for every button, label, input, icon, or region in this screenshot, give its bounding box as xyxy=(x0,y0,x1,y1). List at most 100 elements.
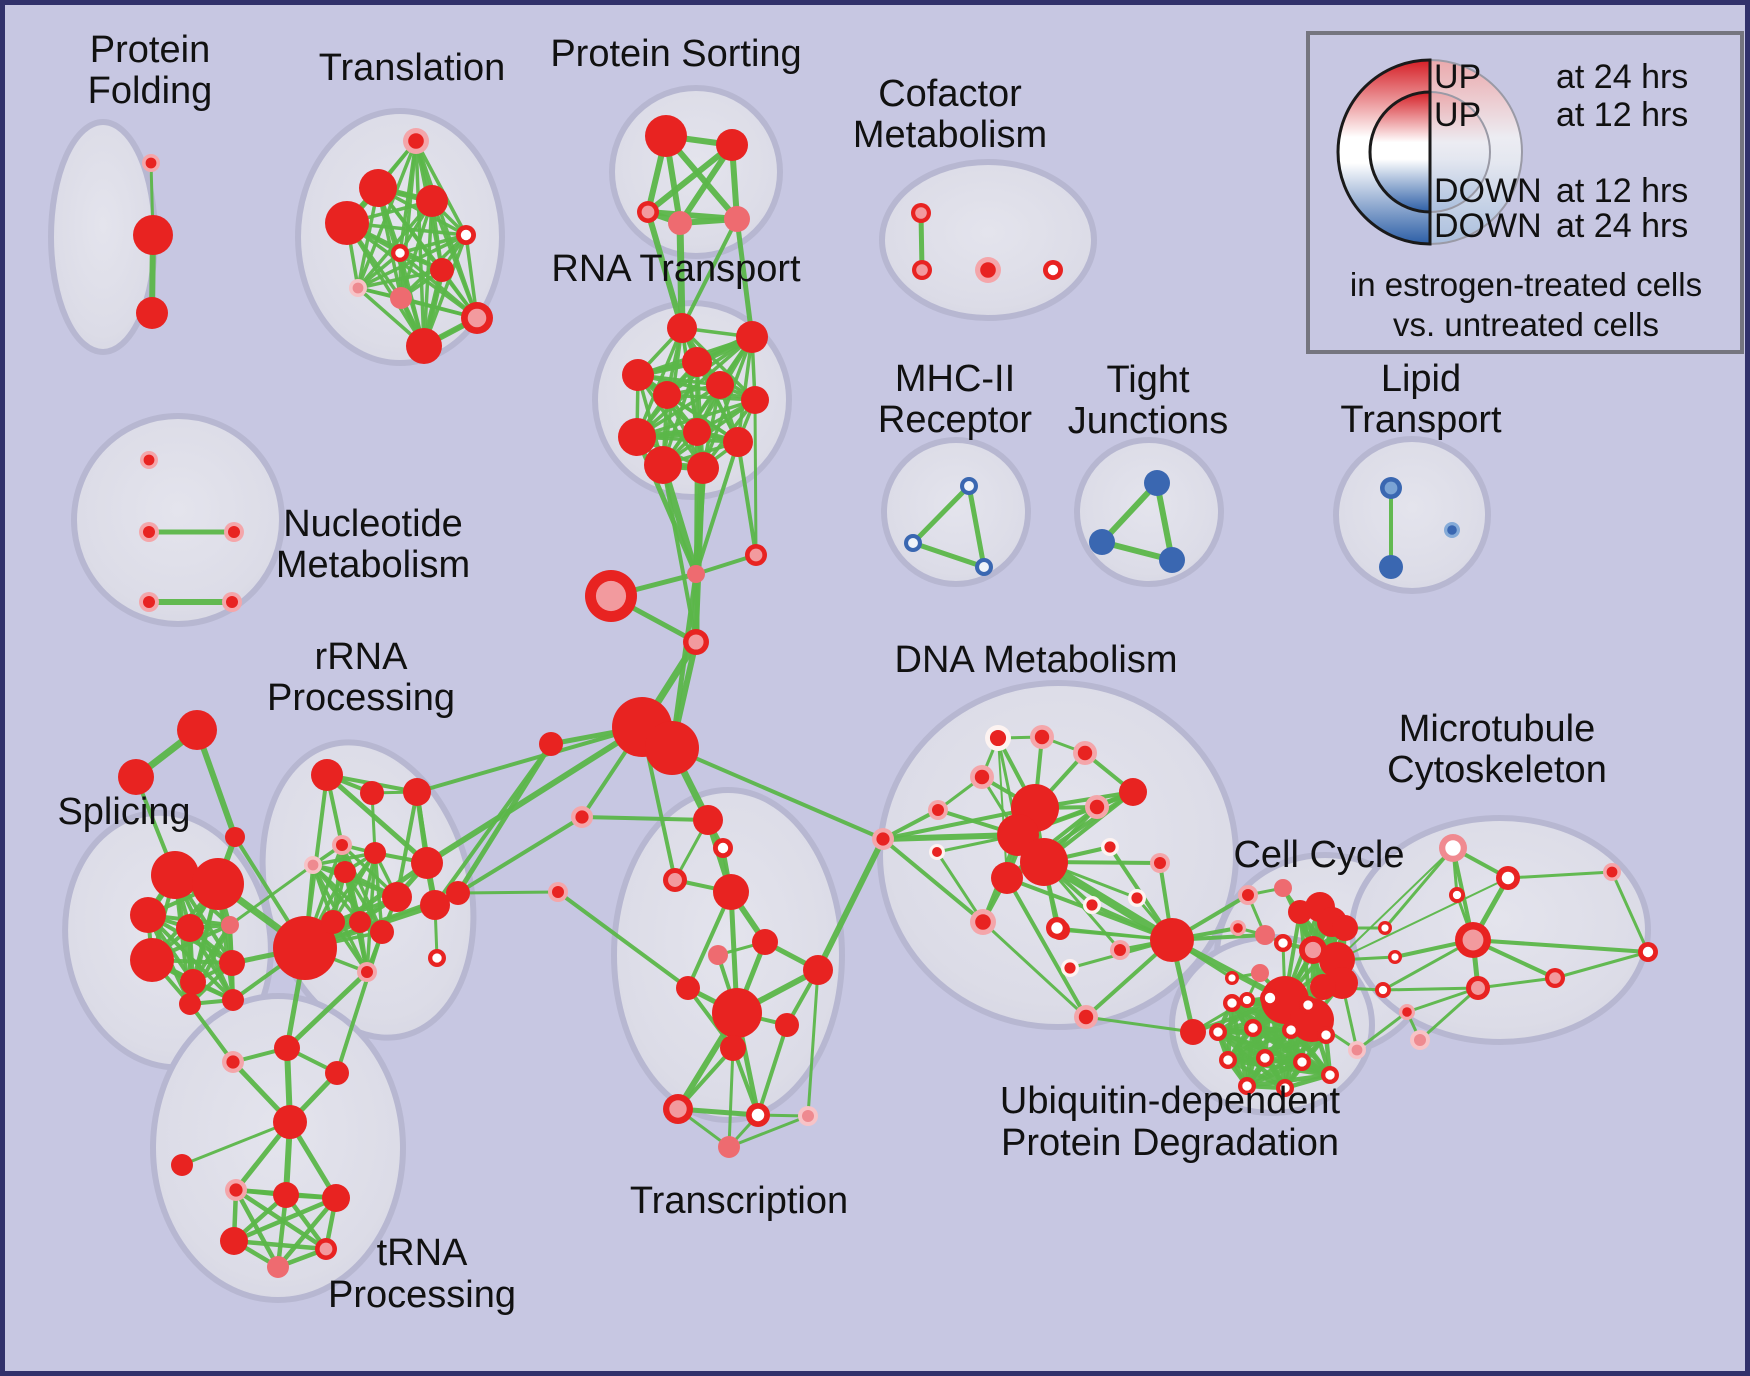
network-node-dm21[interactable] xyxy=(1046,917,1068,939)
network-node-rt5[interactable] xyxy=(706,371,734,399)
network-node-rr7[interactable] xyxy=(364,842,386,864)
network-node-tn1[interactable] xyxy=(222,1051,244,1073)
network-node-tr1[interactable] xyxy=(403,128,429,154)
network-node-tr7[interactable] xyxy=(430,258,454,282)
network-node-ub2[interactable] xyxy=(1260,988,1280,1008)
network-node-mh2[interactable] xyxy=(904,534,922,552)
network-node-mh3[interactable] xyxy=(975,558,993,576)
network-node-t14[interactable] xyxy=(798,1106,818,1126)
network-node-mt8[interactable] xyxy=(1638,942,1658,962)
network-node-dm10[interactable] xyxy=(929,844,945,860)
network-node-ps2[interactable] xyxy=(716,129,748,161)
network-node-ub6[interactable] xyxy=(1282,1021,1300,1039)
network-node-cc13[interactable] xyxy=(1225,971,1239,985)
network-node-cc1[interactable] xyxy=(1238,885,1258,905)
network-node-sp2[interactable] xyxy=(192,858,244,910)
network-node-pf3[interactable] xyxy=(136,297,168,329)
network-node-dm1[interactable] xyxy=(985,725,1011,751)
network-node-cc9[interactable] xyxy=(1274,934,1292,952)
network-node-rrhub[interactable] xyxy=(273,916,337,980)
network-node-cf2[interactable] xyxy=(912,260,932,280)
network-node-cc21[interactable] xyxy=(1348,1041,1366,1059)
network-node-mt3[interactable] xyxy=(1449,887,1465,903)
network-node-lt3[interactable] xyxy=(1444,522,1460,538)
network-node-rr11[interactable] xyxy=(349,911,371,933)
network-node-bj1[interactable] xyxy=(1150,918,1194,962)
network-node-mt5[interactable] xyxy=(1466,976,1490,1000)
network-node-sp3[interactable] xyxy=(130,897,166,933)
network-node-nm1[interactable] xyxy=(140,451,158,469)
network-node-nm5[interactable] xyxy=(222,592,242,612)
network-node-ub4[interactable] xyxy=(1209,1023,1227,1041)
network-node-cc19[interactable] xyxy=(1375,982,1391,998)
network-node-c5[interactable] xyxy=(539,732,563,756)
network-node-dm3[interactable] xyxy=(1073,741,1097,765)
network-node-tj1[interactable] xyxy=(1144,470,1170,496)
network-node-rr12[interactable] xyxy=(370,920,394,944)
network-node-cc16[interactable] xyxy=(1310,974,1336,1000)
network-node-bj3[interactable] xyxy=(1074,1005,1098,1029)
network-node-ub12[interactable] xyxy=(1276,1079,1294,1097)
network-node-dm14[interactable] xyxy=(1150,853,1170,873)
network-node-rt1[interactable] xyxy=(667,313,697,343)
network-node-tn5[interactable] xyxy=(171,1154,193,1176)
network-node-mt1[interactable] xyxy=(1439,834,1467,862)
network-node-c8[interactable] xyxy=(548,882,568,902)
network-node-ps3[interactable] xyxy=(637,201,659,223)
network-node-t4[interactable] xyxy=(713,874,749,910)
network-node-rr17[interactable] xyxy=(446,881,470,905)
network-node-tr9[interactable] xyxy=(390,287,412,309)
network-node-cc7[interactable] xyxy=(1230,920,1246,936)
network-node-cf3[interactable] xyxy=(975,257,1001,283)
network-node-rr4[interactable] xyxy=(332,835,352,855)
network-node-rt7[interactable] xyxy=(741,386,769,414)
network-node-mt7[interactable] xyxy=(1603,863,1621,881)
network-node-sp7[interactable] xyxy=(180,969,206,995)
network-node-t15[interactable] xyxy=(718,1136,740,1158)
network-node-mt6[interactable] xyxy=(1545,968,1565,988)
network-node-rr2[interactable] xyxy=(360,781,384,805)
network-node-dm15[interactable] xyxy=(1128,889,1146,907)
network-node-sp1[interactable] xyxy=(151,851,199,899)
network-node-tr3[interactable] xyxy=(416,185,448,217)
network-node-rr14[interactable] xyxy=(428,949,446,967)
network-node-hub2[interactable] xyxy=(645,721,699,775)
network-node-cf4[interactable] xyxy=(1043,260,1063,280)
network-node-tn11[interactable] xyxy=(267,1256,289,1278)
network-node-c4[interactable] xyxy=(683,629,709,655)
network-node-ub11[interactable] xyxy=(1238,1077,1256,1095)
network-node-t12[interactable] xyxy=(663,1094,693,1124)
network-node-dm16[interactable] xyxy=(1083,896,1101,914)
network-node-cc11[interactable] xyxy=(1251,964,1269,982)
network-node-tj2[interactable] xyxy=(1089,529,1115,555)
network-node-tn2[interactable] xyxy=(274,1035,300,1061)
network-node-sp10[interactable] xyxy=(222,989,244,1011)
network-node-t9[interactable] xyxy=(803,955,833,985)
network-node-sp9[interactable] xyxy=(179,993,201,1015)
network-node-rr15[interactable] xyxy=(420,890,450,920)
network-node-pf2[interactable] xyxy=(133,215,173,255)
network-node-rt6[interactable] xyxy=(653,381,681,409)
network-node-c7[interactable] xyxy=(571,806,593,828)
network-node-rr6[interactable] xyxy=(334,861,356,883)
network-node-rr9[interactable] xyxy=(411,847,443,879)
network-node-tr10[interactable] xyxy=(461,302,493,334)
network-node-rt12[interactable] xyxy=(687,452,719,484)
network-node-t11[interactable] xyxy=(720,1035,746,1061)
network-node-tr6[interactable] xyxy=(391,244,409,262)
network-node-tn6[interactable] xyxy=(225,1179,247,1201)
network-node-dm18[interactable] xyxy=(1110,940,1130,960)
network-node-c3[interactable] xyxy=(745,544,767,566)
network-node-rr3[interactable] xyxy=(403,778,431,806)
network-node-sp8[interactable] xyxy=(219,950,245,976)
network-node-dm9[interactable] xyxy=(991,862,1023,894)
network-node-nm3[interactable] xyxy=(224,522,244,542)
network-node-cc17[interactable] xyxy=(1378,921,1392,935)
network-node-cc12[interactable] xyxy=(1239,992,1255,1008)
network-node-dm19[interactable] xyxy=(1061,959,1079,977)
network-node-rt11[interactable] xyxy=(644,446,682,484)
network-node-lt2[interactable] xyxy=(1379,555,1403,579)
network-node-t7[interactable] xyxy=(676,976,700,1000)
network-node-spC[interactable] xyxy=(225,827,245,847)
network-node-mh1[interactable] xyxy=(960,477,978,495)
